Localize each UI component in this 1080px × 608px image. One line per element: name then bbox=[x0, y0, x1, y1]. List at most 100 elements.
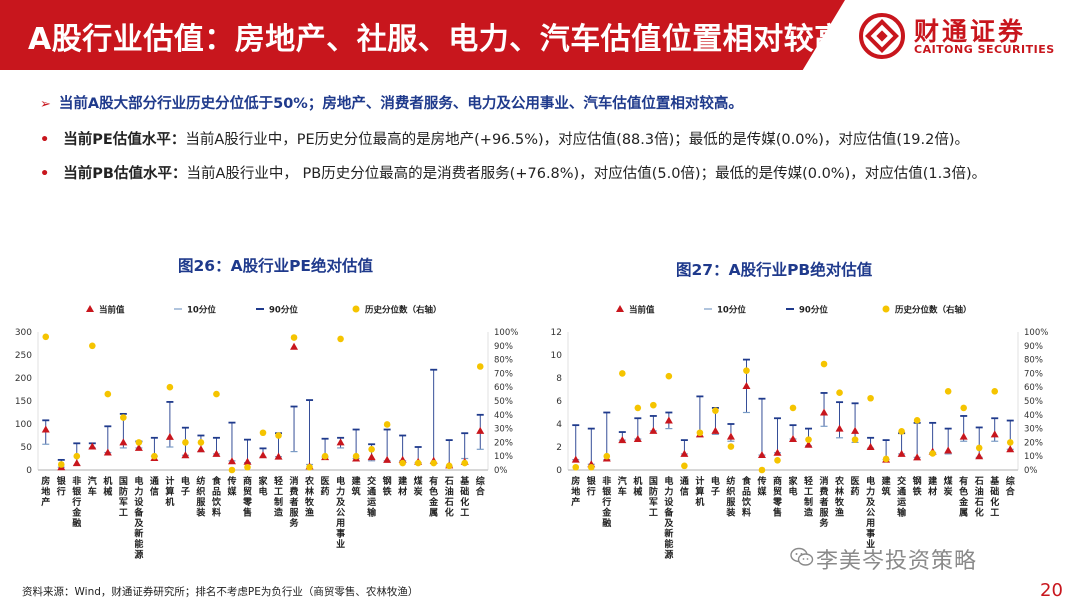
current-marker bbox=[649, 426, 658, 434]
pct-marker bbox=[681, 462, 688, 470]
legend-marker-current bbox=[616, 305, 624, 312]
x-tick-label: 消费者服务 bbox=[819, 475, 830, 529]
current-marker bbox=[851, 426, 860, 434]
x-tick-label: 建筑 bbox=[352, 475, 362, 498]
y-tick-label-right: 100% bbox=[494, 328, 518, 338]
x-tick-label: 电子 bbox=[711, 475, 720, 498]
x-tick-label: 交通运输 bbox=[897, 475, 907, 519]
x-tick-label: 家电 bbox=[258, 475, 268, 498]
y-tick-label-left: 300 bbox=[15, 328, 32, 338]
current-marker bbox=[476, 426, 485, 434]
pct-marker bbox=[743, 367, 750, 374]
x-tick-label: 传媒 bbox=[756, 475, 767, 498]
current-marker bbox=[165, 432, 174, 440]
pct-marker bbox=[587, 463, 595, 471]
y-tick-label-left: 150 bbox=[15, 397, 32, 407]
bullet-pb-text: 当前A股行业中， PB历史分位最高的是消费者服务(+76.8%)，对应估值(5.… bbox=[186, 166, 987, 182]
current-marker bbox=[990, 430, 999, 438]
pct-marker bbox=[244, 463, 251, 471]
x-tick-label: 综合 bbox=[476, 475, 486, 498]
x-tick-label: 石油石化 bbox=[444, 476, 454, 519]
chart-title-pe: 图26：A股行业PE绝对估值 bbox=[178, 257, 374, 275]
legend-label: 当前值 bbox=[629, 305, 655, 316]
pct-marker bbox=[665, 372, 673, 380]
y-tick-label-right: 80% bbox=[1024, 356, 1043, 366]
current-marker bbox=[336, 438, 345, 446]
y-tick-label-left: 4 bbox=[556, 420, 562, 430]
current-marker bbox=[711, 426, 720, 434]
current-marker bbox=[72, 459, 81, 467]
x-tick-label: 机械 bbox=[633, 475, 642, 498]
pct-marker bbox=[275, 432, 282, 439]
watermark: 李美岑投资策略 bbox=[816, 549, 978, 574]
header-red-band bbox=[0, 0, 845, 70]
current-marker bbox=[1006, 445, 1015, 453]
current-marker bbox=[835, 424, 844, 432]
x-tick-label: 医药 bbox=[851, 476, 860, 498]
bullet-pe: • 当前PE估值水平：当前A股行业中，PE历史分位最高的是房地产(+96.5%)，… bbox=[40, 128, 969, 149]
page-number: 20 bbox=[1040, 580, 1063, 601]
x-tick-label: 房地产 bbox=[571, 475, 580, 508]
pct-marker bbox=[42, 333, 50, 341]
pct-marker bbox=[73, 452, 81, 460]
x-tick-label: 汽车 bbox=[618, 475, 627, 498]
pb-chart: 当前值 10分位 90分位 历史分位数（右轴） 12 10 8 6 4 2 0 100% 90% 80% 7… bbox=[551, 305, 1049, 561]
legend-label: 历史分位数（右轴） bbox=[895, 305, 972, 316]
y-tick-label-right: 40% bbox=[1024, 411, 1043, 421]
pct-marker bbox=[913, 417, 921, 424]
x-tick-label: 家电 bbox=[788, 475, 798, 498]
x-tick-label: 电子 bbox=[181, 475, 190, 498]
y-tick-label-right: 40% bbox=[494, 411, 513, 421]
y-tick-label-right: 10% bbox=[494, 452, 513, 462]
current-marker bbox=[757, 451, 766, 459]
current-marker bbox=[119, 438, 128, 446]
pct-marker bbox=[619, 370, 626, 377]
pe-chart: 当前值 10分位 90分位 历史分位数（右轴） 300 250 200 150 100 50 0 10… bbox=[15, 305, 519, 561]
current-marker bbox=[134, 443, 143, 451]
pct-marker bbox=[213, 390, 220, 398]
pct-marker bbox=[696, 429, 704, 437]
x-tick-label: 钢铁 bbox=[913, 475, 922, 498]
page-title: A股行业估值：房地产、社服、电力、汽车估值位置相对较高 bbox=[28, 22, 845, 57]
y-tick-label-left: 100 bbox=[15, 420, 32, 430]
y-tick-label-left: 10 bbox=[551, 351, 563, 361]
pct-marker bbox=[151, 452, 158, 460]
pct-marker bbox=[197, 439, 205, 446]
legend-label: 当前值 bbox=[99, 305, 125, 316]
current-marker bbox=[103, 448, 112, 456]
pct-marker bbox=[929, 450, 936, 457]
legend-marker-current bbox=[86, 305, 94, 312]
pct-marker bbox=[104, 390, 112, 398]
legend-label: 90分位 bbox=[269, 305, 298, 316]
bullet-pe-text: 当前A股行业中，PE历史分位最高的是房地产(+96.5%)，对应估值(88.3倍… bbox=[185, 132, 970, 148]
x-tick-label: 消费者服务 bbox=[289, 475, 300, 529]
pct-marker bbox=[867, 394, 874, 402]
x-tick-label: 电力设备及新能源 bbox=[663, 475, 674, 561]
x-tick-label: 房地产 bbox=[41, 475, 50, 508]
y-tick-label-left: 250 bbox=[15, 351, 32, 361]
current-marker bbox=[618, 436, 627, 444]
y-tick-label-left: 12 bbox=[551, 328, 562, 338]
x-tick-label: 农林牧渔 bbox=[834, 475, 845, 519]
x-tick-label: 电力及公用事业 bbox=[865, 475, 876, 550]
x-tick-label: 医药 bbox=[321, 476, 330, 498]
headline-text: 当前A股大部分行业历史分位低于50%；房地产、消费者服务、电力及公用事业、汽车估… bbox=[58, 96, 743, 112]
current-marker bbox=[913, 453, 922, 461]
y-tick-label-right: 20% bbox=[1024, 438, 1043, 448]
pct-marker bbox=[634, 404, 642, 412]
y-tick-label-right: 90% bbox=[1024, 342, 1043, 352]
pct-marker bbox=[321, 452, 329, 460]
pct-marker bbox=[476, 363, 484, 370]
bullet-pe-lead: 当前PE估值水平： bbox=[63, 132, 186, 148]
y-tick-label-left: 6 bbox=[556, 397, 562, 407]
current-marker bbox=[227, 457, 236, 465]
current-marker bbox=[742, 382, 751, 390]
x-tick-label: 建材 bbox=[397, 475, 408, 498]
x-tick-label: 银行 bbox=[56, 475, 67, 498]
pct-marker bbox=[135, 439, 143, 446]
current-marker bbox=[975, 452, 984, 460]
x-tick-label: 计算机 bbox=[165, 475, 174, 508]
legend-marker-pct bbox=[352, 305, 360, 313]
pct-marker bbox=[572, 463, 580, 471]
pct-marker bbox=[727, 443, 735, 450]
